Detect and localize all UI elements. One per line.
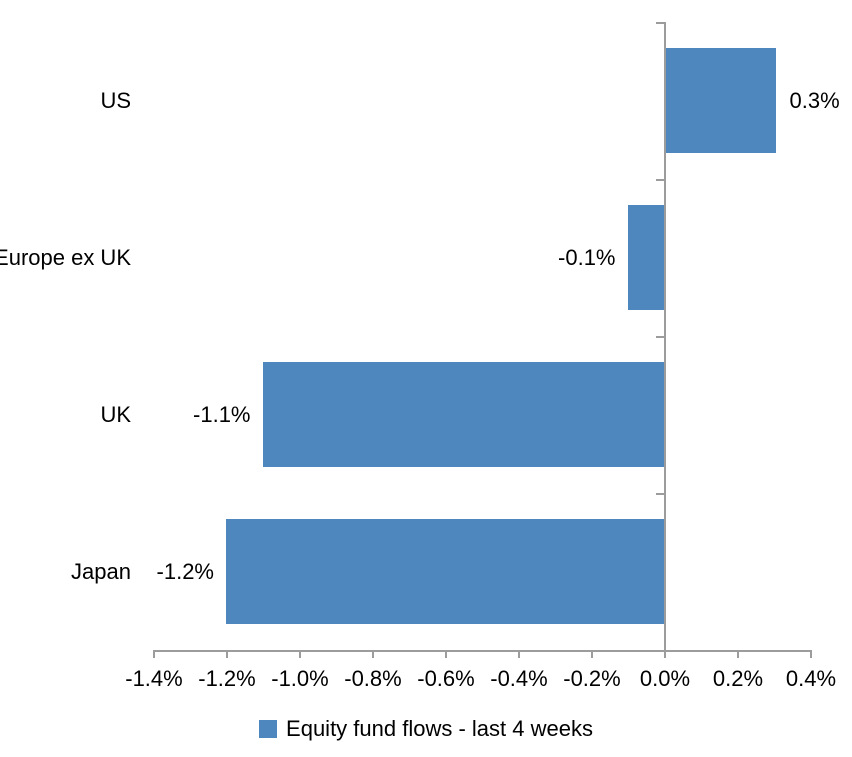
value-label-uk: -1.1% (193, 401, 251, 427)
x-axis-tick (299, 650, 301, 658)
x-axis-tick-label: -0.4% (490, 666, 548, 691)
x-axis-tick-label: -1.0% (271, 666, 329, 691)
x-axis-tick (664, 650, 666, 658)
y-axis-tick (656, 336, 664, 338)
x-axis-tick (810, 650, 812, 658)
bar-us (666, 48, 776, 153)
value-label-us: 0.3% (789, 87, 840, 113)
bar-japan (226, 519, 664, 624)
x-axis-line (153, 650, 812, 652)
x-axis-tick-label: 0.2% (712, 666, 764, 691)
legend-label: Equity fund flows - last 4 weeks (286, 716, 593, 741)
x-axis-tick-label: -0.2% (563, 666, 621, 691)
x-axis-tick-label: 0.0% (639, 666, 691, 691)
legend: Equity fund flows - last 4 weeks (0, 716, 852, 742)
x-axis-tick-label: -0.6% (417, 666, 475, 691)
category-label-us: US (100, 87, 131, 113)
x-axis-tick-label: 0.4% (785, 666, 837, 691)
x-axis-tick (518, 650, 520, 658)
x-axis-tick (226, 650, 228, 658)
legend-swatch-icon (259, 720, 278, 738)
bar-europe-ex-uk (627, 205, 664, 310)
category-label-europe-ex-uk: Europe ex UK (0, 244, 131, 270)
y-axis-tick (656, 493, 664, 495)
value-label-europe-ex-uk: -0.1% (558, 244, 616, 270)
x-axis-tick (737, 650, 739, 658)
x-axis-tick (591, 650, 593, 658)
x-axis-tick-label: -1.2% (198, 666, 256, 691)
y-axis-tick (656, 22, 664, 24)
y-axis-tick (656, 179, 664, 181)
x-axis-tick-label: -1.4% (125, 666, 183, 691)
x-axis-tick (153, 650, 155, 658)
y-axis-line (664, 22, 666, 650)
bar-uk (262, 362, 664, 467)
x-axis-tick-label: -0.8% (344, 666, 402, 691)
category-label-japan: Japan (71, 558, 131, 584)
x-axis-tick (445, 650, 447, 658)
x-axis-tick (372, 650, 374, 658)
category-label-uk: UK (100, 401, 131, 427)
value-label-japan: -1.2% (156, 558, 214, 584)
